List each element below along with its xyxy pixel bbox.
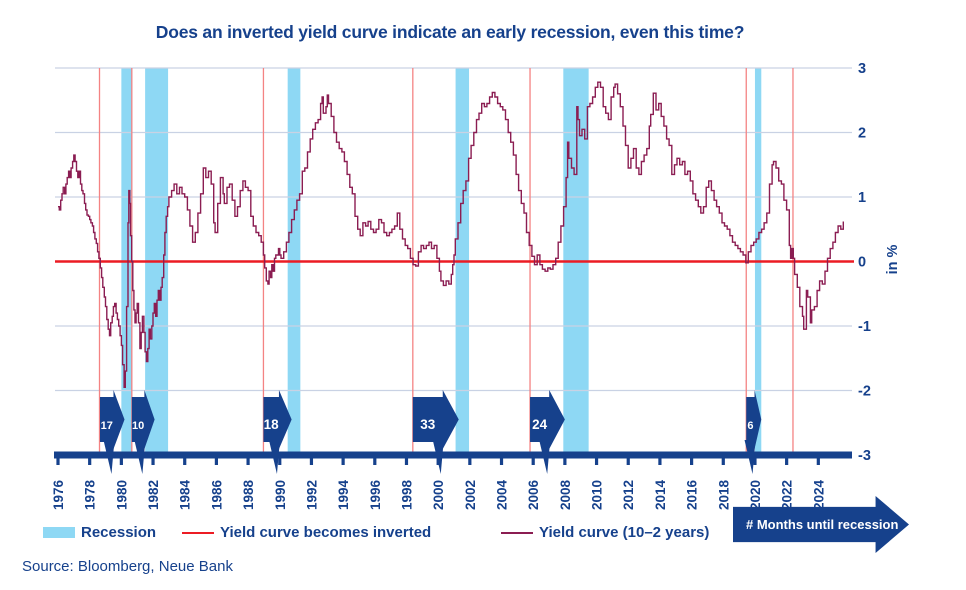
x-axis-tick xyxy=(816,458,820,465)
month-arrow xyxy=(131,390,155,449)
x-axis-label: 2024 xyxy=(811,479,826,510)
x-axis-tick xyxy=(499,458,504,465)
month-arrow xyxy=(530,390,565,449)
x-axis-label: 2000 xyxy=(431,480,446,510)
x-axis-label: 2012 xyxy=(621,480,636,510)
x-axis-tick xyxy=(690,458,694,465)
x-axis-tick xyxy=(563,458,567,465)
x-axis-tick xyxy=(278,458,282,465)
legend-label-recession: Recession xyxy=(81,524,157,541)
recession-band xyxy=(563,68,589,452)
legend-item-recession: Recession xyxy=(43,524,156,541)
x-axis-label: 1982 xyxy=(146,480,161,510)
x-axis-tick xyxy=(626,458,630,465)
y-axis-label: -1 xyxy=(858,319,871,335)
x-axis-label: 2018 xyxy=(716,479,731,510)
recession-band xyxy=(754,68,762,452)
x-axis-label: 1996 xyxy=(368,479,383,510)
chart-legend: Recession Yield curve becomes inverted Y… xyxy=(0,524,966,544)
month-arrow-tail xyxy=(103,440,115,474)
month-arrow-tail xyxy=(432,440,444,474)
x-axis-label: 2022 xyxy=(780,480,795,510)
x-axis-bar xyxy=(54,451,852,459)
x-axis-tick xyxy=(119,458,123,465)
yield-curve-path xyxy=(58,81,844,388)
x-axis-tick xyxy=(246,458,250,465)
x-axis-label: 1988 xyxy=(241,479,256,510)
recession-band xyxy=(455,68,470,452)
month-arrow xyxy=(99,390,125,449)
y-axis-label: -3 xyxy=(858,448,871,464)
month-arrow-count: 17 xyxy=(101,420,113,432)
recession-band xyxy=(287,68,301,452)
x-axis-label: 1994 xyxy=(336,479,351,510)
month-arrow-tail xyxy=(134,440,146,474)
x-axis-label: 1980 xyxy=(114,480,129,510)
x-axis-label: 2014 xyxy=(653,479,668,510)
month-arrow-count: 33 xyxy=(420,417,436,432)
inverted-line-swatch xyxy=(182,531,214,534)
x-axis-tick xyxy=(183,458,187,465)
month-arrow-tail xyxy=(539,440,551,474)
x-axis-tick xyxy=(56,458,60,465)
source-note: Source: Bloomberg, Neue Bank xyxy=(22,558,233,575)
x-axis-label: 1992 xyxy=(304,480,319,510)
x-axis-tick xyxy=(151,458,155,465)
month-arrow-count: 18 xyxy=(264,417,280,432)
month-arrow xyxy=(263,390,292,449)
x-axis-label: 1998 xyxy=(399,479,414,510)
x-axis-label: 2004 xyxy=(495,479,510,510)
page-title: Does an inverted yield curve indicate an… xyxy=(155,22,745,42)
x-axis-tick xyxy=(404,458,409,465)
x-axis-label: 1986 xyxy=(209,479,224,510)
x-axis-label: 1990 xyxy=(273,480,288,510)
recession-band xyxy=(121,68,133,452)
recession-swatch xyxy=(43,527,75,538)
month-arrow-tail xyxy=(268,440,280,474)
recession-band xyxy=(145,68,169,452)
month-arrow-count: 10 xyxy=(132,420,144,432)
x-axis-label: 1978 xyxy=(83,479,98,510)
y-axis-label: -2 xyxy=(858,384,871,400)
legend-item-inverted: Yield curve becomes inverted xyxy=(182,524,431,541)
x-axis-tick xyxy=(658,458,662,465)
month-arrow-count: 24 xyxy=(532,417,548,432)
x-axis-tick xyxy=(531,458,535,465)
x-axis-tick xyxy=(373,458,377,465)
x-axis-tick xyxy=(721,458,725,465)
legend-label-yield-curve: Yield curve (10–2 years) xyxy=(539,524,710,541)
month-arrow-count: 6 xyxy=(747,420,753,432)
x-axis-tick xyxy=(88,458,92,465)
month-arrow xyxy=(412,390,459,449)
y-axis-label: 2 xyxy=(858,126,866,142)
x-axis-label: 2010 xyxy=(590,480,605,510)
y-axis-label: 0 xyxy=(858,255,866,271)
yield-curve-line-swatch xyxy=(501,531,533,534)
x-axis-label: 2016 xyxy=(685,479,700,510)
yield-curve-chart: 1976 1978 1980 1982 1984 1986 1988 1990 1992 1994… xyxy=(51,61,901,510)
x-axis-tick xyxy=(594,458,599,465)
legend-label-inverted: Yield curve becomes inverted xyxy=(220,524,432,541)
x-axis-tick xyxy=(214,458,218,465)
x-axis-label: 1976 xyxy=(51,479,66,510)
legend-item-yield-curve: Yield curve (10–2 years) xyxy=(501,524,709,541)
month-arrow-tail xyxy=(744,440,756,474)
x-axis-label: 1984 xyxy=(178,479,193,510)
x-axis-tick xyxy=(309,458,314,465)
x-axis-label: 2002 xyxy=(463,480,478,510)
x-axis-label: 2020 xyxy=(748,480,763,510)
x-axis-tick xyxy=(753,458,757,465)
x-axis-tick xyxy=(468,458,472,465)
x-axis-label: 2006 xyxy=(526,479,541,510)
y-axis-label: 3 xyxy=(858,61,866,77)
months-until-recession-label: # Months until recession xyxy=(746,517,899,532)
month-arrow xyxy=(746,390,762,449)
y-axis-unit-label: in % xyxy=(885,244,901,274)
y-axis-label: 1 xyxy=(858,190,866,206)
x-axis-tick xyxy=(785,458,789,465)
x-axis-label: 2008 xyxy=(558,479,573,510)
x-axis-tick xyxy=(341,458,345,465)
